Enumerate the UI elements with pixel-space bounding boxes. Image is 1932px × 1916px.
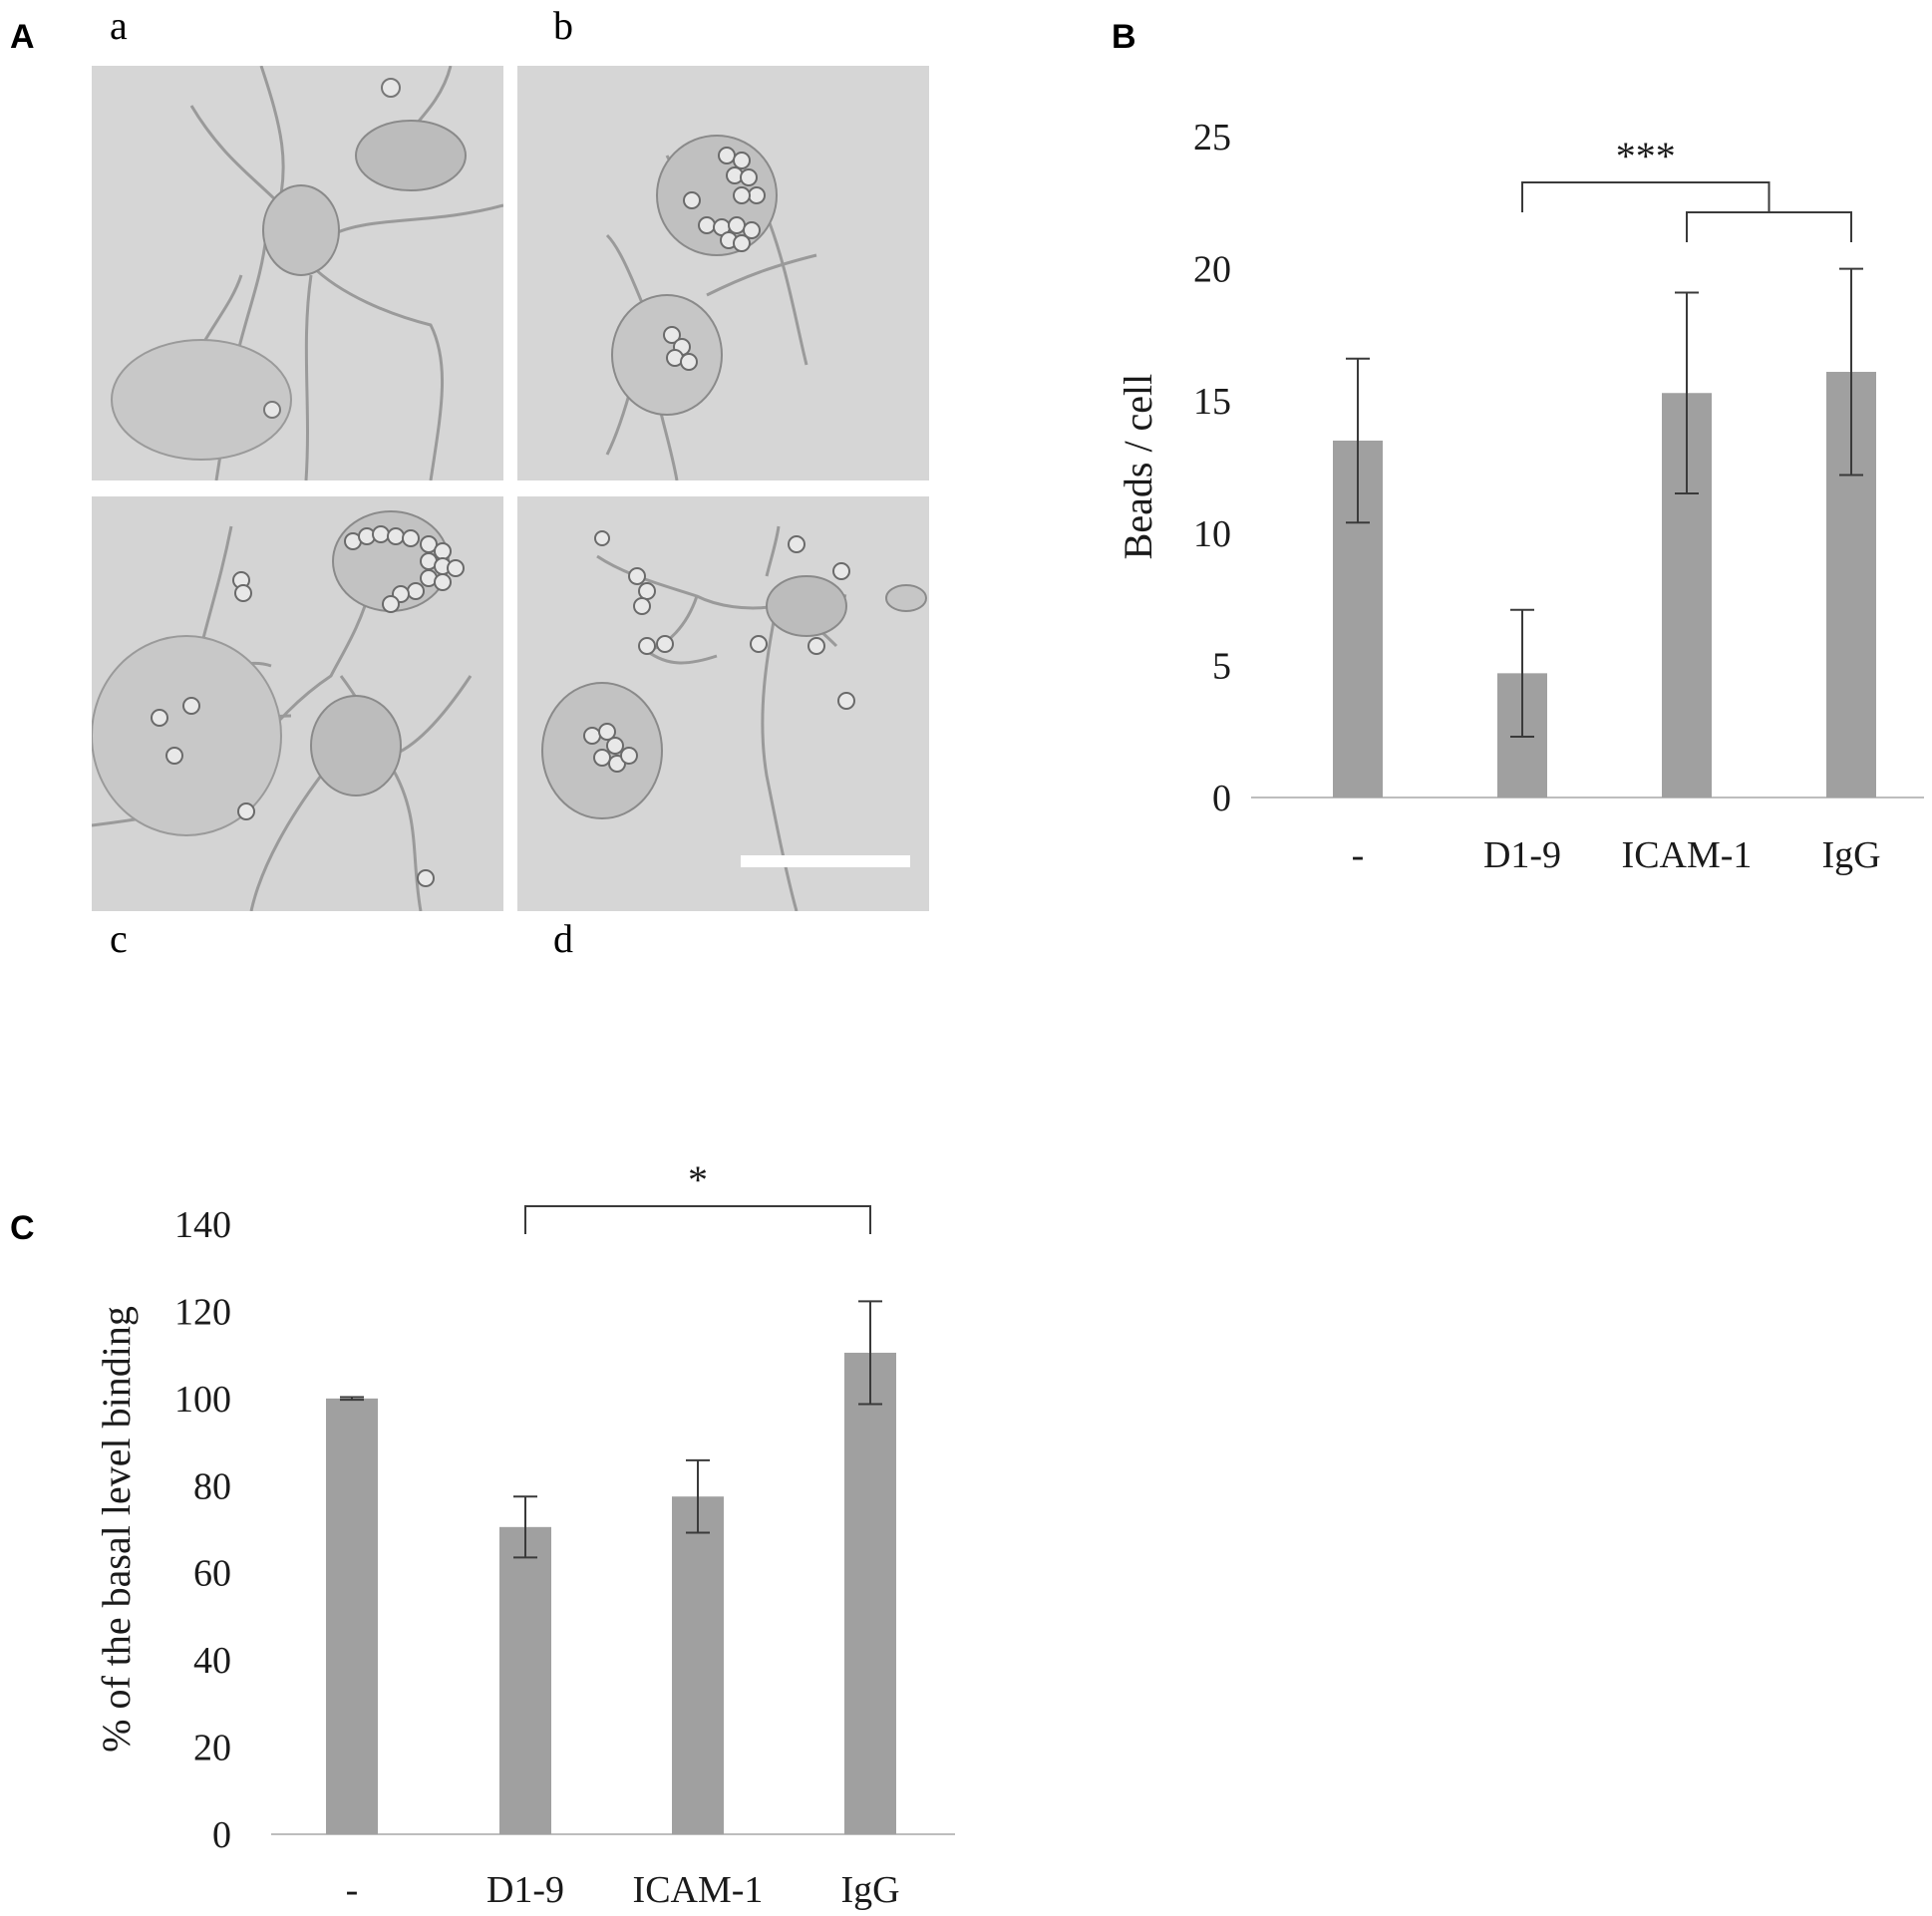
chart-b-category-label: ICAM-1: [1622, 834, 1753, 876]
chart-c-ytick-label: 140: [174, 1204, 231, 1246]
chart-c-ylabel: % of the basal level binding: [94, 1306, 139, 1753]
chart-c-ytick-label: 120: [174, 1291, 231, 1333]
chart-b-ytick-label: 10: [1193, 513, 1231, 555]
chart-c-bar-0: [326, 1398, 378, 1834]
chart-b-ylabel: Beads / cell: [1116, 374, 1160, 560]
panel-label-b-upper: B: [1112, 18, 1136, 56]
chart-c-ytick-label: 60: [193, 1553, 231, 1595]
chart-c-ytick-label: 100: [174, 1379, 231, 1421]
chart-b-bar-0: [1333, 440, 1383, 798]
chart-b-ytick-label: 0: [1212, 778, 1231, 819]
chart-c-ytick-label: 40: [193, 1640, 231, 1682]
chart-b-category-label: IgG: [1821, 834, 1880, 876]
chart-b-significance-label: ***: [1616, 134, 1676, 178]
chart-b-ytick-label: 25: [1193, 117, 1231, 159]
chart-b-bar-3: [1826, 372, 1876, 798]
chart-c-bar-3: [844, 1352, 896, 1834]
chart-b-ytick-label: 5: [1212, 645, 1231, 687]
micrograph-label-d: d: [553, 916, 573, 961]
micrograph-label-c: c: [110, 916, 128, 961]
micrograph-a: [92, 66, 503, 480]
chart-b-bar-2: [1662, 393, 1712, 798]
chart-c-category-label: IgG: [840, 1869, 899, 1911]
micrograph-b: [517, 66, 929, 480]
chart-c-significance-label: *: [688, 1157, 708, 1202]
chart-c-category-label: -: [346, 1869, 359, 1911]
chart-b-significance-bracket-left: [1521, 181, 1771, 212]
chart-b-category-label: -: [1352, 834, 1365, 876]
chart-c-significance-bracket: [524, 1205, 871, 1234]
panel-label-c-upper: C: [10, 1209, 35, 1247]
panel-label-a-upper: A: [10, 18, 35, 56]
scale-bar: [741, 855, 910, 867]
micrograph-label-a: a: [110, 3, 128, 48]
chart-c-category-label: D1-9: [486, 1869, 564, 1911]
chart-b-ytick-label: 15: [1193, 381, 1231, 423]
chart-c-bar-1: [499, 1526, 551, 1834]
micrograph-c: [92, 496, 503, 911]
chart-c-bar-2: [672, 1496, 724, 1834]
chart-b-category-label: D1-9: [1483, 834, 1561, 876]
chart-c-ytick-label: 20: [193, 1728, 231, 1769]
chart-b-ytick-label: 20: [1193, 249, 1231, 291]
chart-b-significance-bracket-right: [1686, 211, 1852, 242]
chart-b-bar-1: [1497, 673, 1547, 798]
chart-c-ytick-label: 0: [212, 1814, 231, 1856]
chart-c-ytick-label: 80: [193, 1465, 231, 1507]
micrograph-d: [517, 496, 929, 911]
chart-c-category-label: ICAM-1: [633, 1869, 764, 1911]
micrograph-label-b: b: [553, 3, 573, 48]
